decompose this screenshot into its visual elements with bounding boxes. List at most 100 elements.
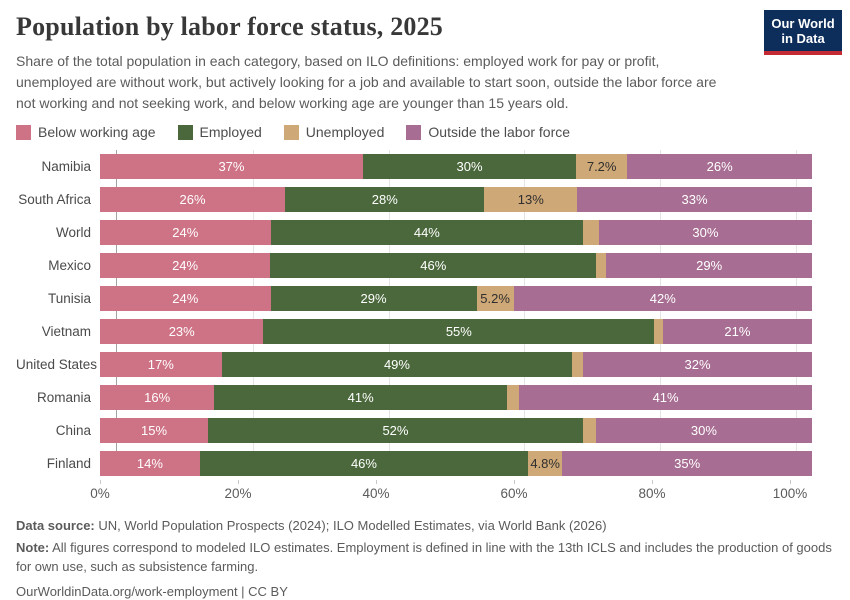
bar-segment[interactable]: 23%: [100, 319, 264, 344]
bar-segment[interactable]: [583, 220, 599, 245]
bar-value-label: 4.8%: [530, 456, 560, 471]
axis-tick-label: 80%: [638, 486, 666, 501]
bar-segment[interactable]: 35%: [562, 451, 812, 476]
bar-value-label: 42%: [649, 291, 676, 306]
bar-segment[interactable]: 37%: [100, 154, 363, 179]
legend-swatch-icon: [177, 124, 193, 140]
axis-tick-mark: [376, 480, 377, 484]
legend-swatch-icon: [406, 124, 422, 140]
data-source-line: Data source: UN, World Population Prospe…: [16, 516, 834, 535]
category-label: Mexico: [48, 258, 91, 273]
legend-item[interactable]: Employed: [177, 124, 262, 140]
legend-item[interactable]: Unemployed: [283, 124, 385, 140]
bar-value-label: 26%: [179, 192, 206, 207]
category-label: United States: [16, 357, 98, 372]
bar-segment[interactable]: 4.8%: [528, 451, 563, 476]
bar-segment[interactable]: 14%: [100, 451, 200, 476]
category-label: Romania: [36, 390, 91, 405]
axis-tick-mark: [238, 480, 239, 484]
bar-segment[interactable]: 41%: [519, 385, 812, 410]
bar-value-label: 7.2%: [586, 159, 617, 174]
bar-segment[interactable]: 16%: [100, 385, 215, 410]
bar-value-label: 29%: [696, 258, 723, 273]
bar-segment[interactable]: 42%: [513, 286, 812, 311]
bar-segment[interactable]: 21%: [662, 319, 812, 344]
chart-footer: Data source: UN, World Population Prospe…: [16, 516, 834, 600]
bar-segment[interactable]: [507, 385, 520, 410]
bar-segment[interactable]: 30%: [362, 154, 577, 179]
bar-segment[interactable]: [596, 253, 607, 278]
bar-segment[interactable]: 26%: [627, 154, 812, 179]
bar-segment[interactable]: 46%: [199, 451, 529, 476]
legend-swatch-icon: [16, 124, 31, 140]
category-label: South Africa: [18, 192, 91, 207]
bar-segment[interactable]: [582, 418, 596, 443]
legend-item[interactable]: Outside the labor force: [406, 124, 570, 140]
axis-tick-mark: [652, 480, 653, 484]
bar-segment[interactable]: 24%: [100, 286, 271, 311]
bar-segment[interactable]: 13%: [484, 187, 578, 212]
bar-value-label: 5.2%: [480, 291, 510, 306]
gridline: [660, 150, 662, 476]
bar-segment[interactable]: 17%: [100, 352, 222, 377]
bar-value-label: 41%: [652, 390, 679, 405]
bar-value-label: 15%: [141, 423, 168, 438]
data-source-text: UN, World Population Prospects (2024); I…: [94, 518, 607, 533]
bar-value-label: 14%: [136, 456, 163, 471]
bar-value-label: 41%: [347, 390, 374, 405]
bar-segment[interactable]: 15%: [100, 418, 209, 443]
bar-segment[interactable]: 52%: [208, 418, 583, 443]
legend-item[interactable]: Below working age: [16, 124, 156, 140]
stacked-bar: 15% 52% 30%: [100, 418, 812, 443]
bar-value-label: 52%: [382, 423, 409, 438]
bar-segment[interactable]: 33%: [577, 187, 812, 212]
bar-segment[interactable]: 32%: [583, 352, 812, 377]
stacked-bar: 23% 55% 21%: [100, 319, 812, 344]
axis-tick-mark: [514, 480, 515, 484]
legend-swatch-icon: [283, 124, 299, 140]
bar-row: Mexico 24% 46% 29%: [16, 249, 812, 282]
owid-logo-line2: in Data: [781, 30, 825, 46]
bar-row: World 24% 44% 30%: [16, 216, 812, 249]
plot-area: [32, 150, 797, 476]
data-source-label: Data source:: [16, 518, 95, 533]
owid-logo[interactable]: Our World in Data: [764, 10, 842, 55]
bar-segment[interactable]: 55%: [263, 319, 655, 344]
bar-segment[interactable]: [654, 319, 663, 344]
stacked-bar: 26% 28% 13% 33%: [100, 187, 812, 212]
bar-segment[interactable]: 46%: [270, 253, 597, 278]
bar-segment[interactable]: 24%: [100, 220, 271, 245]
bar-segment[interactable]: 49%: [221, 352, 573, 377]
bar-segment[interactable]: 41%: [214, 385, 508, 410]
bar-value-label: 24%: [172, 225, 199, 240]
legend-label: Outside the labor force: [428, 124, 571, 140]
bar-value-label: 33%: [681, 192, 708, 207]
bar-value-label: 46%: [350, 456, 377, 471]
bar-segment[interactable]: 29%: [606, 253, 812, 278]
bar-segment[interactable]: 30%: [598, 220, 812, 245]
bar-value-label: 13%: [517, 192, 544, 207]
bar-segment[interactable]: 24%: [100, 253, 271, 278]
bar-segment[interactable]: 29%: [270, 286, 477, 311]
axis-tick-label: 100%: [772, 486, 808, 501]
bar-segment[interactable]: 28%: [285, 187, 485, 212]
bar-value-label: 46%: [420, 258, 447, 273]
bar-segment[interactable]: 5.2%: [476, 286, 514, 311]
legend-label: Unemployed: [305, 124, 385, 140]
bar-segment[interactable]: [572, 352, 584, 377]
axis-tick-label: 60%: [500, 486, 528, 501]
chart-header: Population by labor force status, 2025 S…: [16, 10, 842, 114]
bar-value-label: 55%: [445, 324, 472, 339]
bar-segment[interactable]: 30%: [595, 418, 812, 443]
page-title: Population by labor force status, 2025: [16, 12, 444, 41]
license-link[interactable]: CC BY: [248, 584, 288, 599]
bar-segment[interactable]: 26%: [100, 187, 286, 212]
bar-segment[interactable]: 44%: [270, 220, 584, 245]
stacked-bar: 37% 30% 7.2% 26%: [100, 154, 812, 179]
note-label: Note:: [16, 540, 50, 555]
bar-row: Tunisia 24% 29% 5.2% 42%: [16, 282, 812, 315]
chart-url-link[interactable]: OurWorldinData.org/work-employment: [16, 584, 238, 599]
category-label: Tunisia: [47, 291, 91, 306]
bar-segment[interactable]: 7.2%: [576, 154, 628, 179]
stacked-bar: 14% 46% 4.8% 35%: [100, 451, 812, 476]
